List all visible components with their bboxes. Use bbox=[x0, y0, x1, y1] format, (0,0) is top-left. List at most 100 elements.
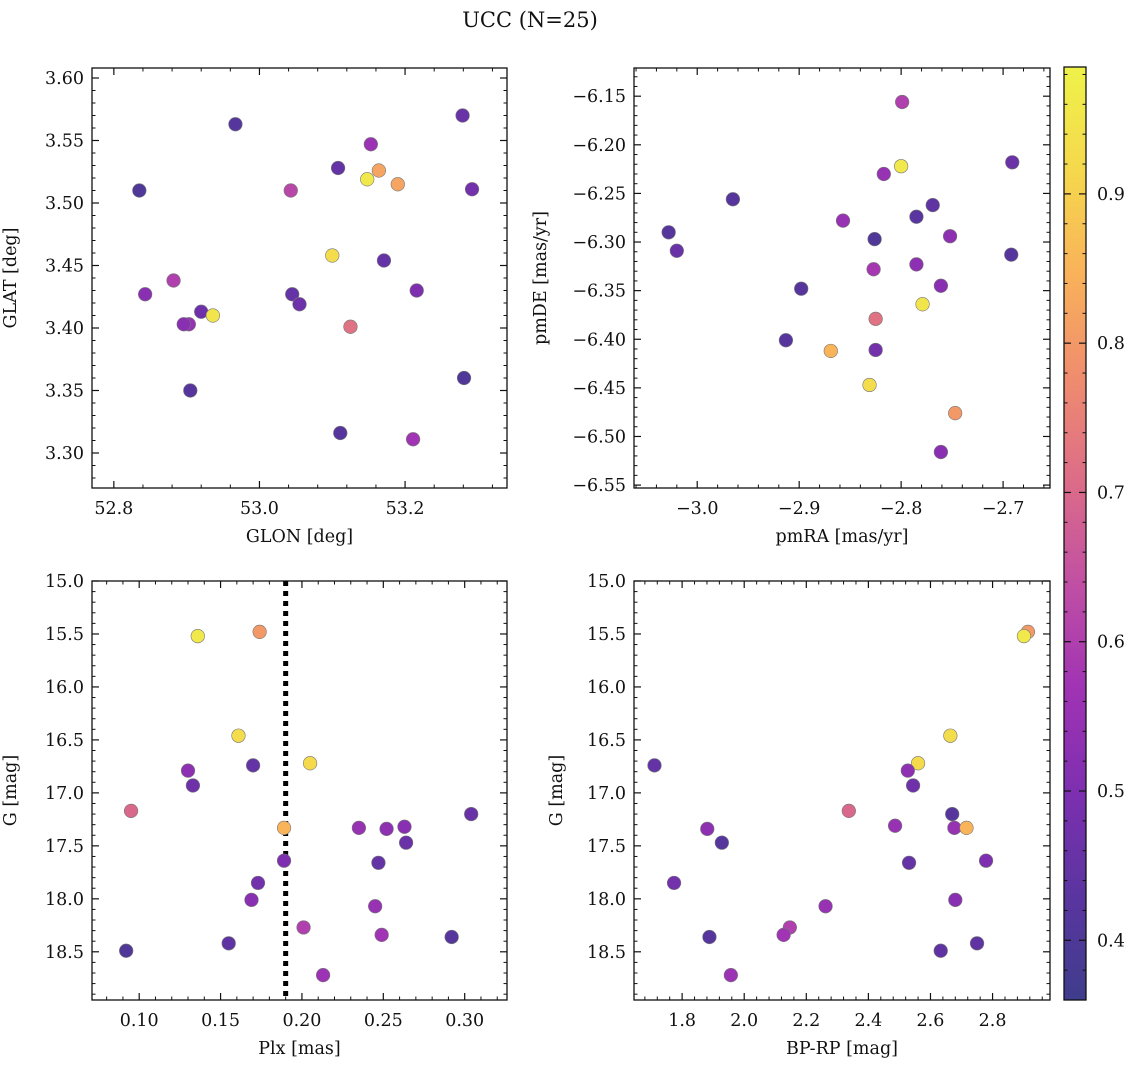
scatter-point bbox=[725, 192, 741, 207]
scatter-point bbox=[464, 182, 480, 197]
colorbar-tick-label: 0.6 bbox=[1097, 633, 1125, 653]
scatter-point bbox=[123, 803, 139, 818]
scatter-point bbox=[374, 927, 389, 942]
x-axis-label: GLON [deg] bbox=[246, 527, 353, 547]
y-tick-label: 15.5 bbox=[587, 625, 626, 645]
scatter-point bbox=[183, 383, 198, 398]
scatter-point bbox=[325, 248, 340, 263]
colorbar-gradient bbox=[1063, 66, 1087, 1001]
scatter-point bbox=[794, 281, 809, 296]
y-tick-label: 18.0 bbox=[587, 890, 626, 910]
scatter-point bbox=[948, 892, 963, 907]
scatter-point bbox=[283, 183, 298, 198]
y-tick-label: 15.0 bbox=[45, 572, 84, 592]
x-tick-label: −3.0 bbox=[676, 499, 719, 519]
scatter-point bbox=[647, 758, 662, 773]
scatter-point bbox=[330, 160, 346, 176]
colorbar-tick-label: 0.4 bbox=[1097, 931, 1125, 951]
y-tick-label: 15.0 bbox=[587, 572, 626, 592]
y-tick-label: 16.0 bbox=[45, 678, 84, 698]
axes-frame bbox=[633, 67, 1051, 489]
y-tick-label: 18.5 bbox=[587, 943, 626, 963]
panels: 52.8 53.0 53.2 3.30 3.35 3.40 3.45 3.50 3.55 3.60… bbox=[1, 67, 1051, 1059]
scatter-point bbox=[835, 213, 851, 228]
scatter-point bbox=[190, 628, 205, 644]
axes-frame bbox=[91, 580, 508, 1001]
panel-cmd: 1.8 2.0 2.2 2.4 2.6 2.8 15.0 15.5 16.0 16.5 17.0 17… bbox=[547, 572, 1051, 1059]
x-tick-label: −2.7 bbox=[982, 499, 1025, 519]
scatter-point bbox=[661, 225, 676, 240]
x-tick-label: 0.30 bbox=[445, 1011, 484, 1031]
scatter-point bbox=[933, 444, 949, 460]
y-tick-label: −6.45 bbox=[572, 379, 626, 399]
scatter-point bbox=[221, 936, 236, 951]
x-tick-label: 52.8 bbox=[94, 499, 133, 519]
y-tick-label: −6.50 bbox=[572, 427, 626, 447]
y-tick-label: 17.5 bbox=[45, 837, 84, 857]
y-tick-label: 18.5 bbox=[45, 943, 84, 963]
scatter-point bbox=[669, 243, 684, 258]
figure-title: UCC (N=25) bbox=[462, 8, 598, 32]
scatter-point bbox=[933, 943, 948, 958]
y-tick-label: 3.60 bbox=[45, 69, 84, 89]
x-tick-label: −2.8 bbox=[880, 499, 923, 519]
x-tick-label: −2.9 bbox=[778, 499, 821, 519]
scatter-point bbox=[180, 763, 196, 778]
scatter-point bbox=[185, 778, 201, 793]
scatter-point bbox=[246, 758, 261, 773]
x-axis-label: BP-RP [mag] bbox=[786, 1039, 898, 1059]
scatter-point bbox=[945, 806, 960, 822]
scatter-point bbox=[231, 728, 246, 743]
scatter-point bbox=[315, 968, 331, 983]
colorbar-tick-label: 0.8 bbox=[1097, 334, 1125, 354]
scatter-point bbox=[343, 319, 358, 334]
scatter-point bbox=[978, 853, 994, 868]
scatter-point bbox=[119, 943, 134, 958]
x-tick-label: 0.10 bbox=[120, 1011, 159, 1031]
panel-pos: 52.8 53.0 53.2 3.30 3.35 3.40 3.45 3.50 3.55 3.60… bbox=[1, 67, 508, 547]
x-tick-label: 2.6 bbox=[917, 1011, 945, 1031]
scatter-point bbox=[901, 855, 917, 870]
scatter-point bbox=[868, 342, 883, 358]
scatter-point bbox=[900, 763, 915, 778]
scatter-point bbox=[818, 899, 833, 914]
scatter-point bbox=[390, 177, 405, 192]
scatter-point bbox=[895, 94, 910, 110]
scatter-point bbox=[933, 278, 949, 293]
y-tick-label: 3.30 bbox=[45, 444, 84, 464]
scatter-point bbox=[876, 166, 891, 182]
scatter-point bbox=[244, 892, 259, 907]
scatter-point bbox=[1016, 628, 1032, 644]
scatter-point bbox=[894, 159, 909, 174]
scatter-point bbox=[702, 929, 717, 945]
scatter-point bbox=[905, 778, 921, 793]
y-tick-label: 16.0 bbox=[587, 678, 626, 698]
scatter-point bbox=[376, 253, 392, 268]
scatter-point bbox=[909, 257, 924, 272]
scatter-point bbox=[351, 820, 367, 835]
y-tick-label: −6.40 bbox=[572, 330, 626, 350]
scatter-point bbox=[444, 929, 459, 945]
colorbar-tick-label: 0.9 bbox=[1097, 185, 1125, 205]
y-tick-label: 17.5 bbox=[587, 837, 626, 857]
scatter-point bbox=[379, 821, 394, 837]
scatter-point bbox=[959, 820, 974, 835]
x-tick-label: 0.15 bbox=[201, 1011, 240, 1031]
y-tick-label: 3.50 bbox=[45, 194, 84, 214]
y-tick-label: −6.25 bbox=[572, 184, 626, 204]
scatter-point bbox=[947, 820, 962, 835]
x-tick-label: 1.8 bbox=[668, 1011, 696, 1031]
y-axis-label: G [mag] bbox=[547, 755, 567, 826]
scatter-point bbox=[969, 936, 985, 951]
scatter-point bbox=[714, 835, 729, 850]
scatter-point bbox=[363, 137, 378, 152]
scatter-point bbox=[1005, 155, 1020, 170]
axes-frame bbox=[91, 67, 508, 489]
scatter-point bbox=[464, 806, 479, 822]
x-axis-label: Plx [mas] bbox=[258, 1039, 340, 1059]
scatter-point bbox=[360, 172, 375, 187]
y-tick-label: −6.35 bbox=[572, 282, 626, 302]
scatter-point bbox=[398, 835, 414, 850]
y-tick-label: 17.0 bbox=[587, 784, 626, 804]
scatter-point bbox=[292, 297, 307, 312]
